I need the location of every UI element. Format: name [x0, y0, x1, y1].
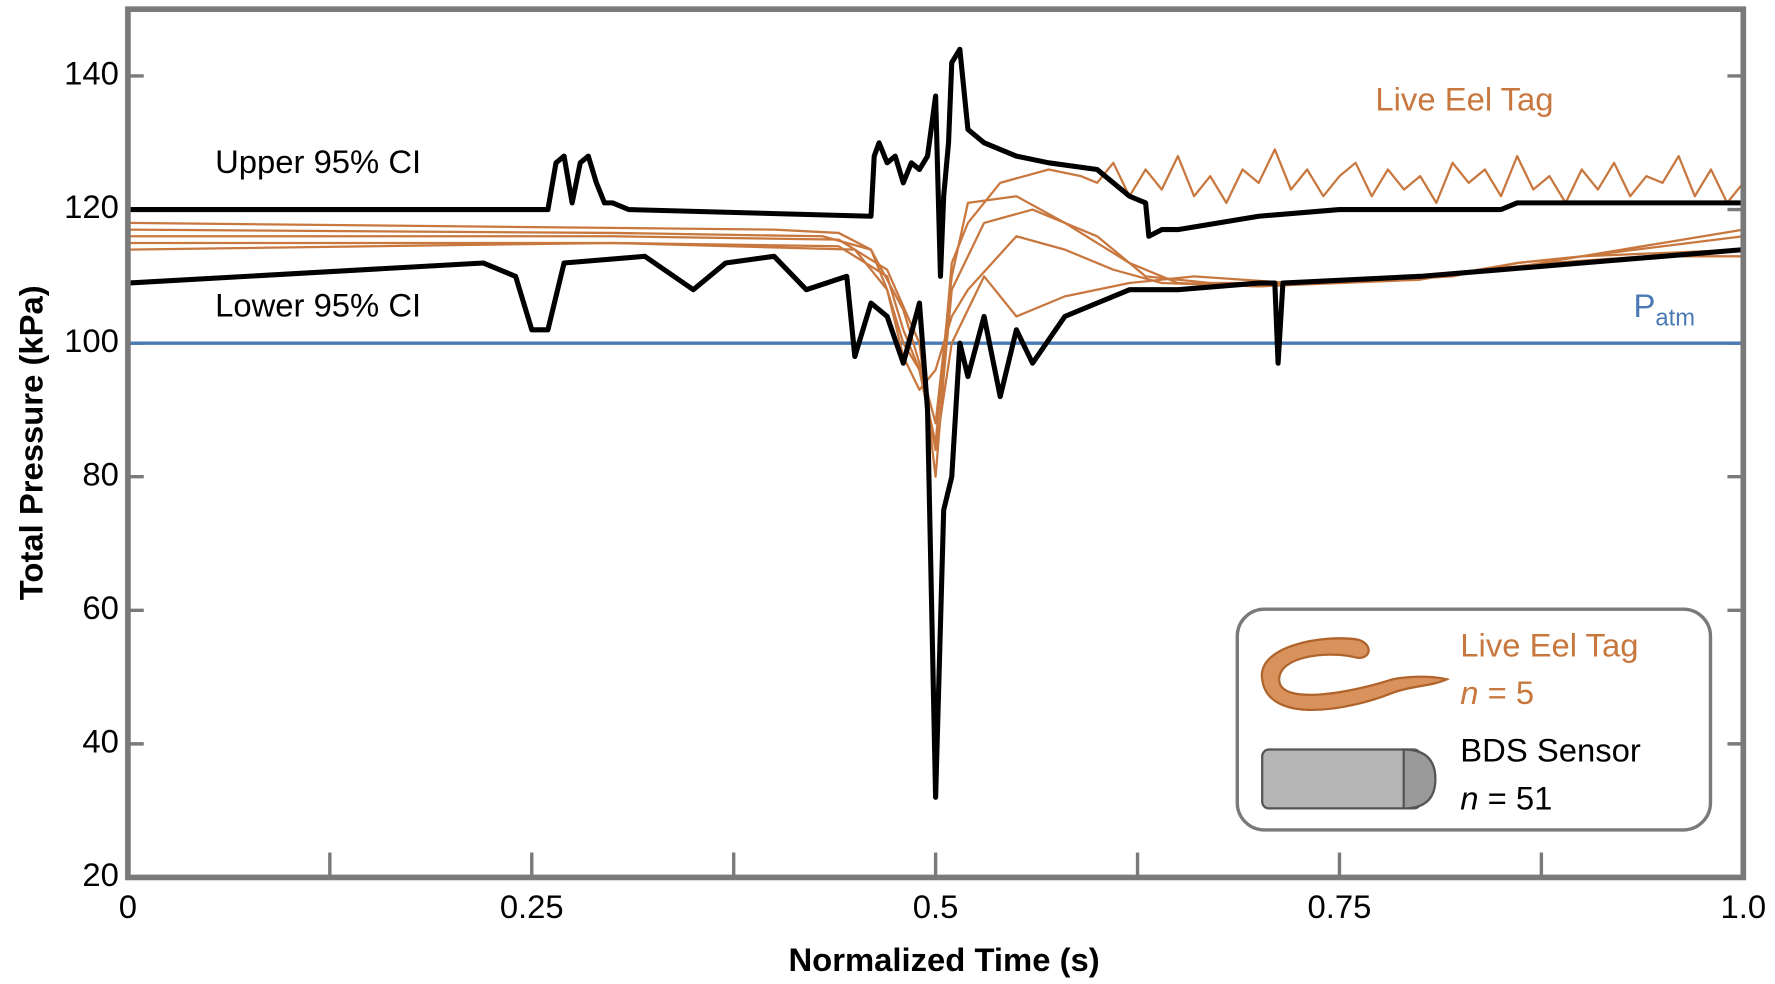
x-tick-label: 0.75	[1308, 888, 1372, 925]
x-tick-label: 0	[119, 888, 137, 925]
legend-count: n = 51	[1460, 779, 1552, 816]
legend-label: BDS Sensor	[1460, 732, 1641, 769]
annotation: Live Eel Tag	[1375, 81, 1553, 118]
y-axis-label: Total Pressure (kPa)	[13, 285, 50, 600]
legend-count: n = 5	[1460, 674, 1534, 711]
x-tick-label: 1.0	[1720, 888, 1766, 925]
reference-label-main: P	[1633, 287, 1655, 324]
series-annotation: Upper 95% CI	[215, 143, 421, 180]
reference-label: Patm	[1633, 287, 1695, 332]
x-tick-label: 0.5	[913, 888, 959, 925]
series-line	[127, 46, 1744, 279]
legend: Live Eel Tag n = 5 BDS Sensor n = 51	[1235, 607, 1713, 832]
legend-count-symbol: n	[1460, 779, 1478, 816]
legend-sensor-cap	[1402, 748, 1437, 810]
legend-count-symbol: n	[1460, 674, 1478, 711]
series-annotation: Lower 95% CI	[215, 287, 421, 324]
y-tick-label: 100	[64, 322, 119, 359]
reference-label-sub: atm	[1655, 305, 1695, 332]
x-tick-label: 0.25	[500, 888, 564, 925]
y-tick-label: 60	[82, 589, 119, 626]
y-tick-label: 80	[82, 455, 119, 492]
plot-area	[126, 46, 1746, 880]
y-tick-label: 40	[82, 723, 119, 760]
series-line	[127, 247, 1744, 800]
legend-count-text: = 5	[1488, 674, 1535, 711]
y-tick-label: 120	[64, 188, 119, 225]
legend-label: Live Eel Tag	[1460, 626, 1638, 663]
plot-frame	[125, 6, 1747, 881]
y-tick-label: 20	[82, 856, 119, 893]
y-tick-label: 140	[64, 55, 119, 92]
legend-count-text: = 51	[1488, 779, 1553, 816]
legend-sensor-icon	[1261, 748, 1422, 810]
x-axis-label: Normalized Time (s)	[788, 941, 1099, 978]
legend-eel-icon	[1261, 637, 1451, 712]
